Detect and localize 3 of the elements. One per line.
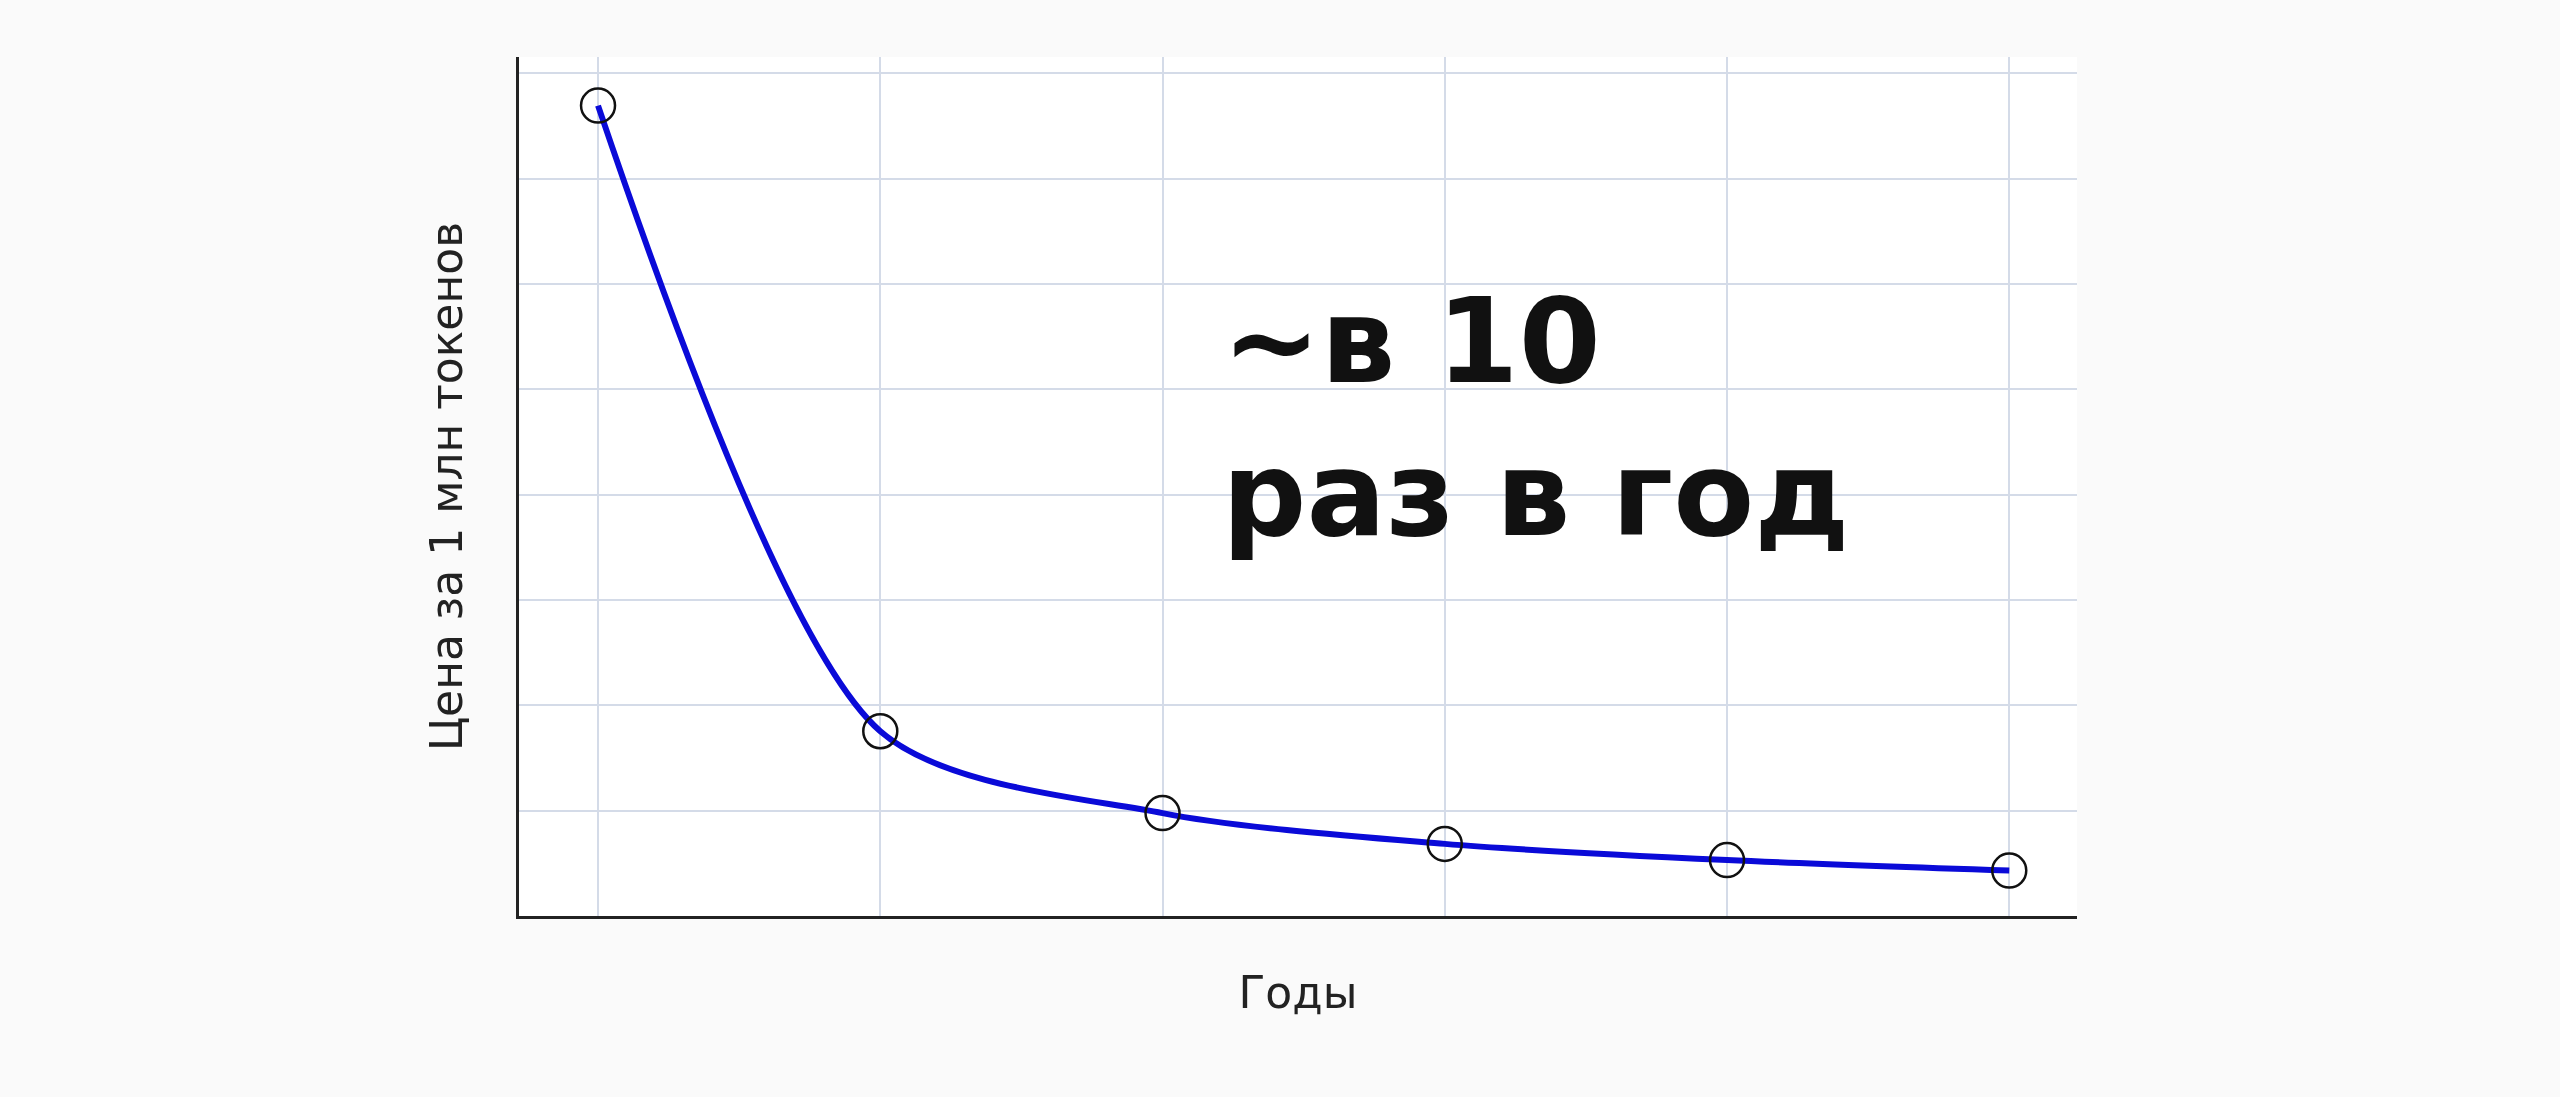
y-axis-title: Цена за 1 млн токенов [421,221,473,752]
x-axis-title: Годы [1238,967,1358,1019]
annotation: ~в 10 раз в год [1222,272,1850,564]
